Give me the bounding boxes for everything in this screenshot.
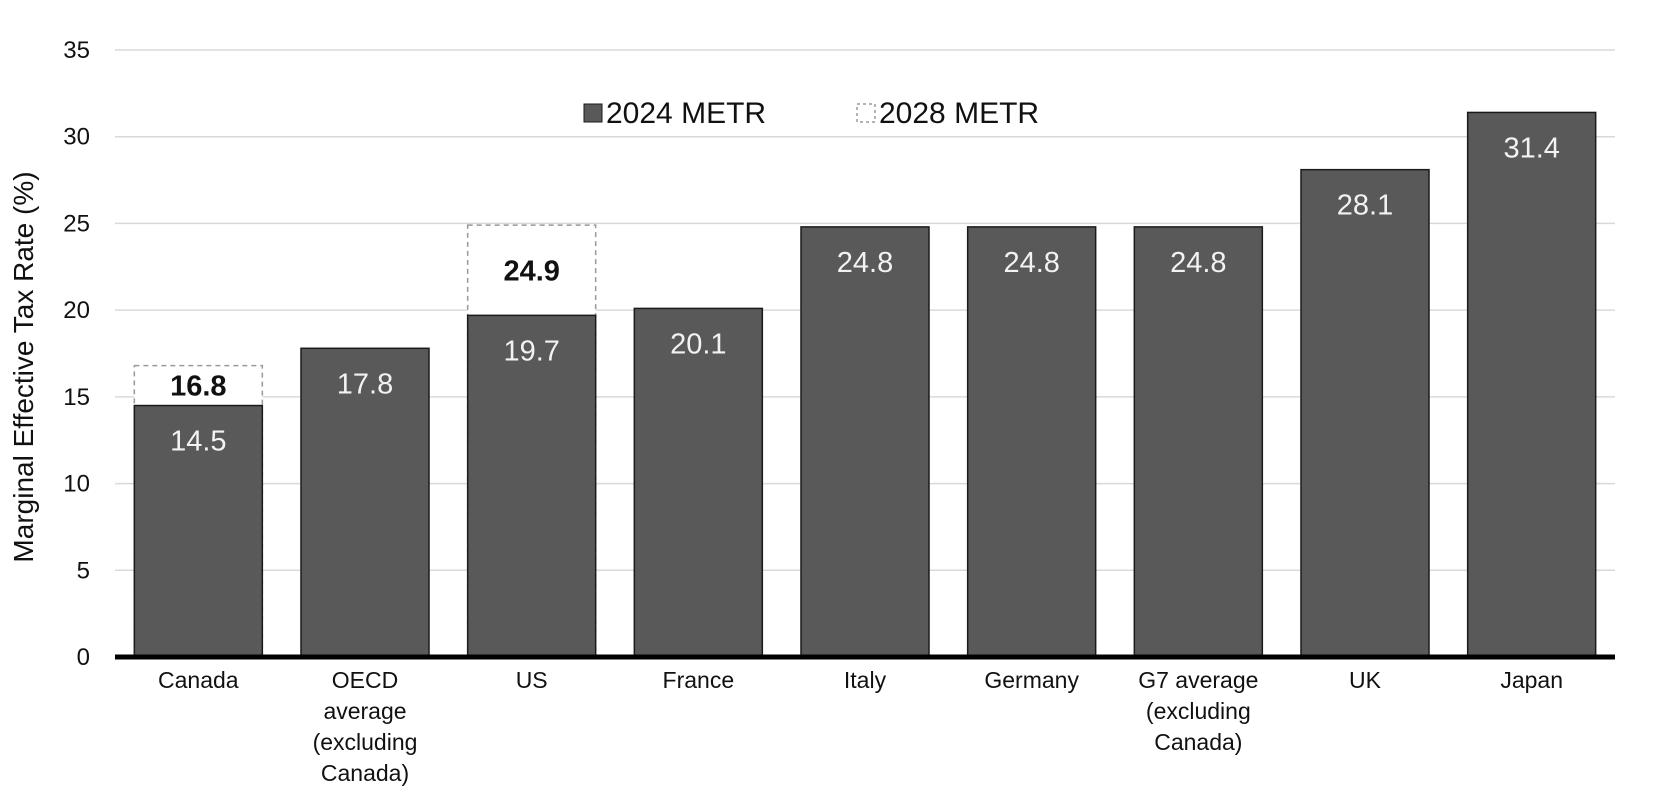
x-category-label: Japan (1500, 667, 1563, 693)
x-category-label: Canada) (321, 760, 409, 786)
bar-value-label-2028: 16.8 (170, 371, 226, 403)
x-category-label: Italy (844, 667, 887, 693)
legend-label-2024: 2024 METR (606, 97, 766, 130)
bar-value-label-2024: 19.7 (503, 335, 559, 367)
bar-2024 (1133, 226, 1264, 658)
bar-2024 (466, 314, 597, 658)
legend-swatch-2028 (856, 103, 876, 123)
axes: 0 5 10 15 20 25 30 35 Canada OECD average (excludin… (63, 37, 1615, 786)
bars (133, 111, 1597, 658)
x-category-label: UK (1349, 667, 1382, 693)
legend-swatch-2024 (583, 103, 603, 123)
bar-2024 (133, 404, 264, 658)
bar-value-label-2024: 14.5 (170, 426, 226, 458)
y-tick-label: 10 (63, 471, 90, 498)
legend: 2024 METR 2028 METR (583, 97, 1039, 130)
x-category-label: (excluding (313, 729, 418, 755)
bar-2024 (966, 226, 1097, 658)
bar-2024 (300, 347, 430, 658)
bar-value-label-2024: 24.8 (837, 247, 893, 279)
bar-value-label-2024: 17.8 (337, 368, 393, 400)
x-category-label: OECD (332, 667, 398, 693)
x-category-label: Canada) (1154, 729, 1242, 755)
bar-value-label-2024: 20.1 (670, 328, 726, 360)
bar-value-label-2024: 24.8 (1170, 247, 1226, 279)
bar-2024 (1466, 111, 1597, 658)
y-tick-label: 15 (63, 384, 90, 411)
y-tick-label: 5 (77, 557, 90, 584)
y-axis-title: Marginal Effective Tax Rate (%) (8, 171, 39, 562)
bar-value-label-2024: 31.4 (1503, 132, 1559, 164)
data-labels: 14.5 16.8 17.8 19.7 24.9 20.1 24.8 24.8 24.8 28.1… (170, 132, 1560, 457)
legend-label-2028: 2028 METR (879, 97, 1039, 130)
y-tick-label: 30 (63, 124, 90, 151)
y-tick-label: 35 (63, 37, 90, 64)
bar-value-label-2028: 24.9 (503, 255, 559, 287)
bar-value-label-2024: 28.1 (1337, 190, 1393, 222)
bar-2024 (800, 226, 930, 658)
x-category-label: Canada (158, 667, 239, 693)
bar-2024 (633, 307, 764, 658)
x-category-label: France (663, 667, 735, 693)
y-tick-label: 25 (63, 210, 90, 237)
y-tick-label: 0 (77, 644, 90, 671)
x-category-label: average (323, 698, 406, 724)
x-category-label: US (516, 667, 548, 693)
x-category-label: G7 average (1138, 667, 1258, 693)
bar-2024 (1300, 168, 1430, 658)
bar-value-label-2024: 24.8 (1003, 247, 1059, 279)
y-tick-label: 20 (63, 297, 90, 324)
x-category-label: Germany (984, 667, 1079, 693)
x-category-label: (excluding (1146, 698, 1251, 724)
